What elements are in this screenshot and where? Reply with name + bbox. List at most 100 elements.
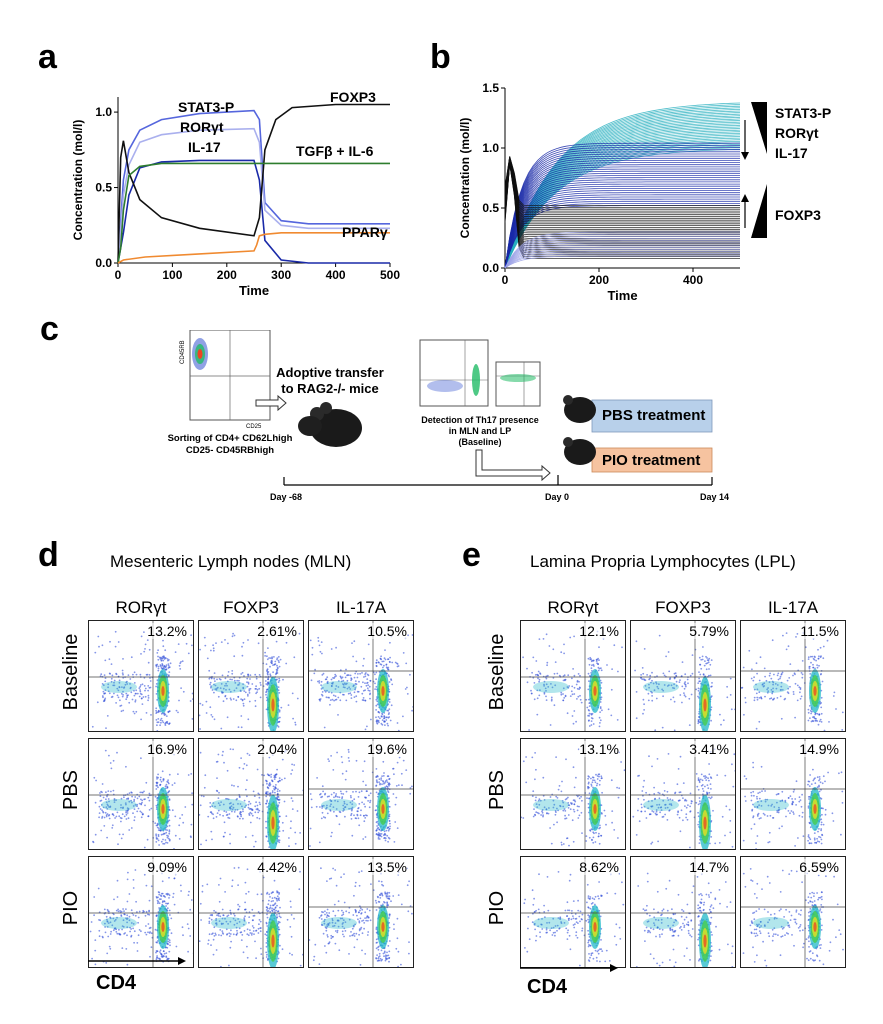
flow-events [635,866,734,967]
b-x-axis-label: Time [607,288,637,303]
d-cd4-arrow [88,957,186,965]
flow-events [91,630,193,731]
day-start-label: Day -68 [270,492,302,502]
family-line-il-17 [504,149,740,269]
family-line-foxp3 [504,163,740,259]
flow-events [199,866,303,967]
family-line-foxp3 [504,158,740,225]
family-line-il-17 [504,170,740,269]
family-line-stat3-p [504,128,741,269]
family-line-il-17 [504,188,740,269]
e-row-head-pbs: PBS [486,769,508,811]
gate-percentage: 3.41% [689,741,729,757]
flow-plot: 16.9% [88,738,194,850]
e-col-head-2: IL-17A [767,598,819,617]
family-line-foxp3 [504,156,740,210]
flow-plot: 6.59% [740,856,846,968]
b-y-tick-label: 1.5 [482,81,499,95]
a-x-tick-label: 500 [380,268,400,282]
family-line-foxp3 [504,159,740,232]
family-line-stat3-p [504,116,741,269]
series-label: IL-17 [188,139,221,155]
a-x-tick-label: 200 [217,268,237,282]
b-y-tick-label: 1.0 [482,141,499,155]
family-line-il-17 [504,194,740,269]
family-line-stat3-p [504,105,741,269]
gate-percentage: 13.1% [579,741,619,757]
series-label: PPARγ [342,224,388,240]
d-row-head-pio: PIO [60,890,82,926]
gate-percentage: 19.6% [367,741,407,757]
panel-e-title: Lamina Propria Lymphocytes (LPL) [530,552,796,571]
a-y-tick-label: 0.0 [95,256,112,270]
detect-label-1: Detection of Th17 presence [421,415,539,425]
family-line-il-17 [504,179,740,269]
flow-plot: 12.1% [520,620,626,732]
flow-scatter [199,621,303,731]
family-line-stat3-p [504,142,741,269]
family-line-il-17 [504,145,740,269]
family-line-il-17 [504,172,740,269]
family-line-foxp3 [504,161,740,245]
b-y-tick-label: 0.0 [482,261,499,275]
a-x-axis-label: Time [239,283,269,298]
flow-events [741,632,844,731]
a-x-tick-label: 400 [326,268,346,282]
panel-d-title: Mesenteric Lymph nodes (MLN) [110,552,352,571]
d-col-head-0: RORγt [115,598,167,617]
family-line-il-17 [504,196,740,269]
series-line-stat3-p [117,109,390,264]
wedge-icon [751,102,767,154]
series-line-tgf-il-6 [117,162,390,264]
flow-scatter [309,739,413,849]
flow-scatter [741,739,845,849]
family-line-ror-t [504,253,740,269]
family-line-foxp3 [504,158,740,223]
family-line-foxp3 [504,160,740,234]
detect-label-2: in MLN and LP [449,426,512,436]
flow-plot: 13.5% [308,856,414,968]
pbs-label: PBS treatment [602,407,705,424]
family-line-foxp3 [504,158,740,221]
flow-plot: 4.42% [198,856,304,968]
gate-percentage: 10.5% [367,623,407,639]
family-line-ror-t [504,251,740,269]
detect-label-3: (Baseline) [458,437,501,447]
family-line-foxp3 [504,161,740,243]
flow-scatter [309,621,413,731]
flow-scatter [199,739,303,849]
flow-events [523,866,625,967]
gate-percentage: 9.09% [147,859,187,875]
family-line-foxp3 [504,157,740,217]
a-y-tick-label: 1.0 [95,105,112,119]
flow-plot: 14.9% [740,738,846,850]
sort-x-axis-label: CD25 [246,424,262,430]
gate-percentage: 4.42% [257,859,297,875]
mouse-icon [563,395,596,465]
d-col-head-2: IL-17A [335,598,387,617]
flow-plot: 3.41% [630,738,736,850]
annotation-label: FOXP3 [775,207,821,223]
gate-percentage: 6.59% [799,859,839,875]
a-x-tick-label: 0 [115,268,122,282]
transfer-label-2: to RAG2-/- mice [281,381,379,396]
gate-percentage: 11.5% [800,623,839,639]
family-line-stat3-p [504,120,741,269]
flow-scatter [309,857,413,967]
family-line-ror-t [504,231,740,269]
flow-events [92,749,193,849]
flow-events [742,867,844,967]
family-line-il-17 [504,142,740,269]
flow-scatter [741,621,845,731]
family-line-stat3-p [504,123,741,269]
family-line-foxp3 [504,157,740,212]
down-arrow-icon [741,152,749,160]
b-x-tick-label: 0 [502,273,509,287]
annotation-label: RORγt [775,125,819,141]
gate-percentage: 14.9% [799,741,839,757]
annotation-label: STAT3-P [775,105,831,121]
family-line-stat3-p [504,102,741,269]
flow-plot: 13.2% [88,620,194,732]
wedge-icon [751,184,767,238]
pbs-bar [591,399,713,433]
